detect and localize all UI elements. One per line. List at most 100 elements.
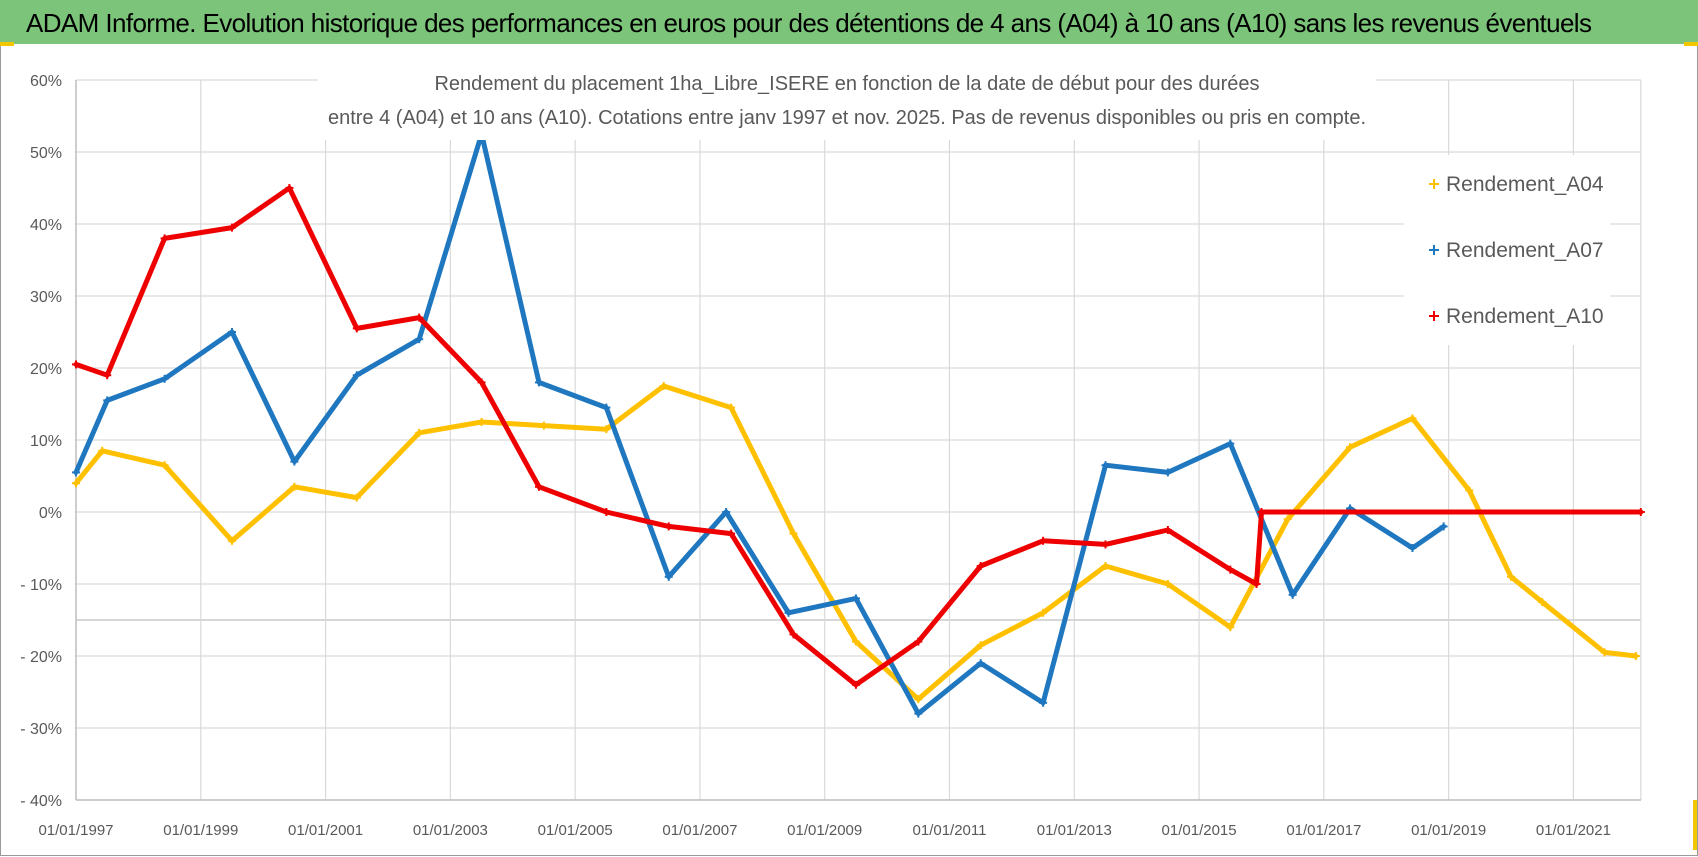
data-point <box>1039 608 1048 617</box>
corner-mark-top-right <box>1684 42 1698 46</box>
grid-layer <box>75 79 1642 801</box>
data-point <box>227 328 236 336</box>
legend-label: Rendement_A07 <box>1446 239 1604 262</box>
legend-label: Rendement_A04 <box>1446 173 1604 196</box>
data-point <box>1408 414 1417 423</box>
data-point <box>534 378 543 387</box>
data-point <box>352 324 361 333</box>
x-tick-label: 01/01/2001 <box>288 822 363 839</box>
data-point <box>1636 508 1645 516</box>
data-point <box>1465 486 1474 495</box>
x-tick-label: 01/01/2019 <box>1411 822 1486 839</box>
data-point <box>103 371 112 380</box>
data-point <box>602 425 611 434</box>
x-tick-label: 01/01/2015 <box>1162 822 1237 839</box>
data-point <box>285 184 294 192</box>
data-point <box>227 223 236 232</box>
y-tick-label: 40% <box>30 217 62 234</box>
data-point <box>1600 648 1609 657</box>
y-tick-label: 30% <box>30 289 62 306</box>
data-point <box>160 234 169 243</box>
y-axis-ticks: 60% 50% 40% 30% 20% 10% 0% - 10% - 20% - 30% - 40% <box>20 73 62 810</box>
data-point <box>1538 598 1547 606</box>
data-point <box>664 572 673 581</box>
corner-mark-bottom-right <box>1693 800 1697 850</box>
y-tick-label: - 10% <box>20 577 62 594</box>
data-point <box>352 371 361 380</box>
corner-mark-top-left <box>0 42 14 46</box>
data-point <box>477 378 486 387</box>
data-point <box>160 374 169 383</box>
data-point <box>103 396 112 405</box>
data-point <box>851 637 860 646</box>
data-point <box>1163 468 1172 477</box>
data-point <box>1226 565 1235 574</box>
data-point <box>1257 508 1266 516</box>
data-point <box>1631 652 1640 660</box>
data-point <box>415 313 424 322</box>
data-point <box>1288 590 1297 599</box>
data-point <box>664 522 673 531</box>
x-tick-label: 01/01/2013 <box>1037 822 1112 839</box>
data-point <box>72 479 80 488</box>
header-title: ADAM Informe. Evolution historique des p… <box>26 8 1592 38</box>
data-point <box>851 680 860 689</box>
y-tick-label: - 30% <box>20 721 62 738</box>
data-point <box>976 562 985 570</box>
data-point <box>914 637 923 646</box>
data-point <box>727 403 736 412</box>
data-point <box>1283 515 1292 524</box>
legend-item: Rendement_A07 <box>1429 239 1604 262</box>
data-point <box>72 468 80 477</box>
x-tick-label: 01/01/2007 <box>662 822 737 839</box>
legend-label: Rendement_A10 <box>1446 305 1604 328</box>
data-point <box>914 695 923 704</box>
data-point <box>415 335 424 344</box>
data-point <box>290 482 299 491</box>
x-tick-label: 01/01/2017 <box>1286 822 1361 839</box>
chart-title-line-1: Rendement du placement 1ha_Libre_ISERE e… <box>434 73 1259 95</box>
data-point <box>851 594 860 603</box>
data-point <box>722 508 731 516</box>
data-point <box>1226 623 1235 632</box>
data-point <box>1163 526 1172 534</box>
header-bar: ADAM Informe. Evolution historique des p… <box>0 0 1698 44</box>
data-point <box>1039 536 1048 545</box>
data-point <box>98 446 107 455</box>
data-point <box>1101 461 1110 470</box>
data-point <box>602 508 611 516</box>
x-tick-label: 01/01/1997 <box>38 822 113 839</box>
data-point <box>1226 439 1235 448</box>
series-line-rendement-a04 <box>73 383 1639 702</box>
title-background <box>318 62 1376 140</box>
series-line-rendement-a07 <box>73 131 1447 717</box>
data-point <box>727 529 736 538</box>
data-point <box>290 457 299 466</box>
x-tick-label: 01/01/1999 <box>163 822 238 839</box>
x-tick-label: 01/01/2011 <box>913 822 987 839</box>
x-axis-ticks: 01/01/1997 01/01/1999 01/01/2001 01/01/2003… <box>38 822 1611 839</box>
data-point <box>976 659 985 668</box>
data-point <box>976 641 985 650</box>
data-point <box>1439 522 1448 531</box>
y-tick-label: 60% <box>30 73 62 90</box>
data-point <box>1507 572 1516 581</box>
y-tick-label: - 40% <box>20 793 62 810</box>
data-point <box>914 709 923 718</box>
legend-item: Rendement_A04 <box>1429 173 1604 196</box>
data-point <box>1101 540 1110 549</box>
series-layer <box>72 130 1645 718</box>
data-point <box>72 360 80 369</box>
data-point <box>352 493 361 502</box>
x-tick-label: 01/01/2003 <box>413 822 488 839</box>
data-point <box>415 428 424 437</box>
y-tick-label: 20% <box>30 361 62 378</box>
data-point <box>789 630 798 639</box>
data-point <box>659 382 668 390</box>
data-point <box>160 461 169 470</box>
data-point <box>1252 580 1261 588</box>
data-point <box>534 482 543 491</box>
x-tick-label: 01/01/2005 <box>538 822 613 839</box>
data-point <box>602 403 611 412</box>
